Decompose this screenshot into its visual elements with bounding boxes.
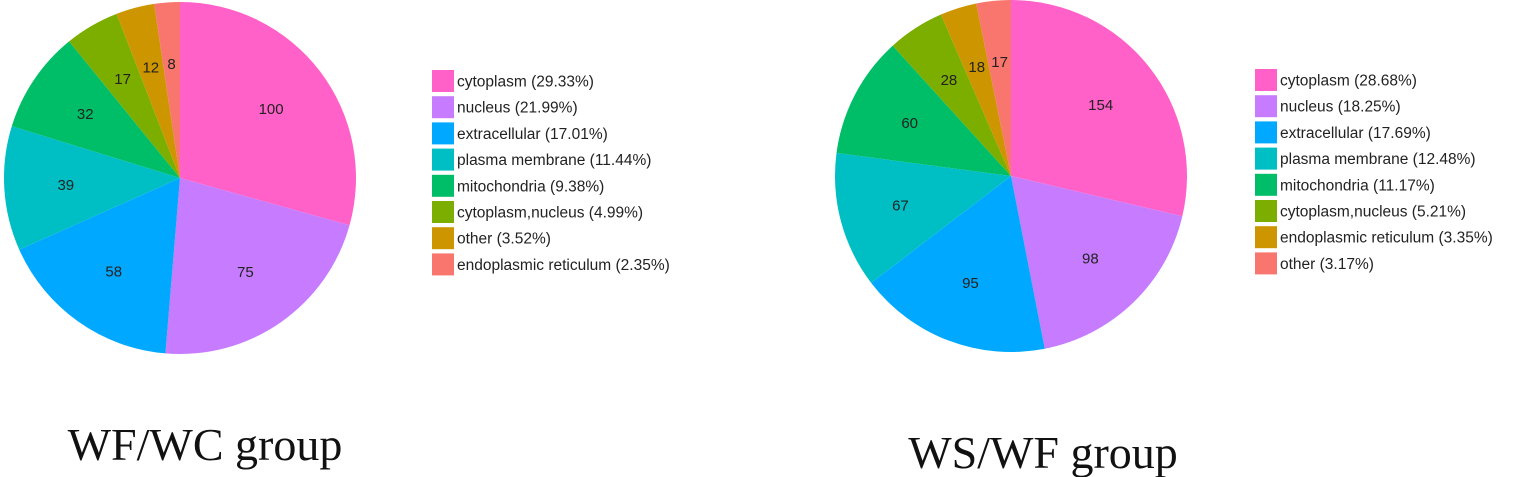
legend-item: cytoplasm,nucleus (4.99%) — [432, 201, 643, 223]
slice-value-label: 58 — [105, 263, 122, 280]
legend-item: nucleus (21.99%) — [432, 96, 578, 119]
slice-value-label: 67 — [892, 197, 909, 214]
legend-item: extracellular (17.01%) — [432, 122, 608, 145]
legend-label: other (3.52%) — [457, 231, 551, 248]
legend-label: cytoplasm (29.33%) — [457, 74, 594, 91]
legend-swatch — [1255, 226, 1277, 249]
pie-slice-cytoplasm — [1011, 0, 1187, 217]
legend-label: mitochondria (9.38%) — [457, 178, 604, 195]
legend-swatch — [1255, 95, 1277, 118]
legend-swatch — [1255, 200, 1277, 222]
legend-swatch — [432, 96, 454, 119]
pie-slices — [834, 0, 1187, 352]
legend-swatch — [432, 122, 454, 145]
slice-value-label: 28 — [941, 72, 958, 89]
slice-value-label: 12 — [142, 59, 159, 76]
legend-label: endoplasmic reticulum (2.35%) — [457, 257, 670, 274]
pie-slice-nucleus — [165, 178, 350, 355]
slice-value-label: 18 — [968, 59, 985, 76]
legend-swatch — [432, 70, 454, 92]
pie-slice-extracellular — [19, 178, 180, 354]
legend: cytoplasm (28.68%) nucleus (18.25%) extrac… — [1255, 69, 1493, 275]
pie-slice-mitochondria — [11, 41, 180, 179]
slice-value-labels: 154 98 95 67 60 28 18 17 — [892, 54, 1113, 292]
legend-label: cytoplasm,nucleus (5.21%) — [1280, 204, 1466, 221]
legend-item: cytoplasm,nucleus (5.21%) — [1255, 200, 1466, 222]
pie-slice-endoplasmic-reticulum — [154, 2, 180, 178]
legend-swatch — [1255, 147, 1277, 170]
legend-label: extracellular (17.01%) — [457, 126, 608, 143]
legend-item: nucleus (18.25%) — [1255, 95, 1401, 118]
pie-slices — [4, 2, 357, 355]
legend-item: cytoplasm (29.33%) — [432, 70, 594, 92]
slice-value-label: 8 — [167, 56, 175, 73]
legend-item: endoplasmic reticulum (2.35%) — [432, 253, 670, 276]
legend: cytoplasm (29.33%) nucleus (21.99%) extrac… — [432, 70, 670, 276]
legend-label: mitochondria (11.17%) — [1280, 177, 1435, 194]
pie-slice-cytoplasm — [180, 2, 357, 226]
pie-slice-cytoplasm-nucleus — [69, 13, 180, 178]
legend-label: plasma membrane (11.44%) — [457, 152, 651, 169]
legend-item: other (3.17%) — [1255, 252, 1374, 275]
pie-slice-endoplasmic-reticulum — [940, 3, 1011, 176]
legend-label: nucleus (21.99%) — [457, 100, 578, 117]
legend-swatch — [432, 201, 454, 223]
legend-label: extracellular (17.69%) — [1280, 125, 1431, 142]
legend-item: endoplasmic reticulum (3.35%) — [1255, 226, 1493, 249]
pie-slice-plasma-membrane — [834, 152, 1011, 283]
pie-slice-other — [976, 0, 1011, 176]
legend-item: extracellular (17.69%) — [1255, 121, 1431, 144]
pie-chart-2: 154 98 95 67 60 28 18 17 cytoplasm (28.68%) nucle… — [834, 0, 1493, 477]
legend-swatch — [1255, 252, 1277, 275]
slice-value-label: 17 — [114, 71, 131, 88]
legend-label: nucleus (18.25%) — [1280, 99, 1401, 116]
group-caption: WS/WF group — [908, 427, 1178, 477]
legend-swatch — [432, 253, 454, 276]
legend-label: cytoplasm (28.68%) — [1280, 73, 1417, 90]
legend-swatch — [432, 174, 454, 197]
legend-swatch — [1255, 173, 1277, 196]
pie-slice-nucleus — [1011, 176, 1183, 349]
slice-value-label: 98 — [1082, 250, 1099, 267]
legend-swatch — [1255, 121, 1277, 144]
pie-slice-other — [116, 3, 180, 178]
legend-label: plasma membrane (12.48%) — [1280, 151, 1476, 168]
slice-value-label: 17 — [991, 54, 1008, 71]
slice-value-label: 39 — [57, 177, 74, 194]
slice-value-label: 60 — [901, 115, 918, 132]
legend-swatch — [432, 148, 454, 171]
pie-slice-plasma-membrane — [4, 126, 181, 250]
legend-item: mitochondria (11.17%) — [1255, 173, 1435, 196]
legend-item: plasma membrane (11.44%) — [432, 148, 651, 171]
legend-swatch — [432, 227, 454, 250]
legend-item: mitochondria (9.38%) — [432, 174, 604, 197]
legend-item: plasma membrane (12.48%) — [1255, 147, 1476, 170]
slice-value-label: 95 — [962, 275, 979, 292]
pie-slice-cytoplasm-nucleus — [892, 14, 1011, 176]
slice-value-label: 32 — [77, 106, 94, 123]
slice-value-label: 154 — [1088, 97, 1113, 114]
legend-label: endoplasmic reticulum (3.35%) — [1280, 230, 1493, 247]
legend-swatch — [1255, 69, 1277, 91]
legend-label: other (3.17%) — [1280, 256, 1374, 273]
slice-value-label: 75 — [237, 264, 254, 281]
slice-value-label: 100 — [259, 101, 284, 118]
legend-label: cytoplasm,nucleus (4.99%) — [457, 205, 643, 222]
legend-item: cytoplasm (28.68%) — [1255, 69, 1417, 91]
pie-chart-1: 100 75 58 39 32 17 12 8 cytoplasm (29.33%) nucleu… — [4, 2, 670, 470]
slice-value-labels: 100 75 58 39 32 17 12 8 — [57, 56, 283, 281]
group-caption: WF/WC group — [68, 419, 343, 470]
legend-item: other (3.52%) — [432, 227, 551, 250]
pie-slice-mitochondria — [836, 45, 1011, 176]
pie-slice-extracellular — [871, 176, 1045, 352]
